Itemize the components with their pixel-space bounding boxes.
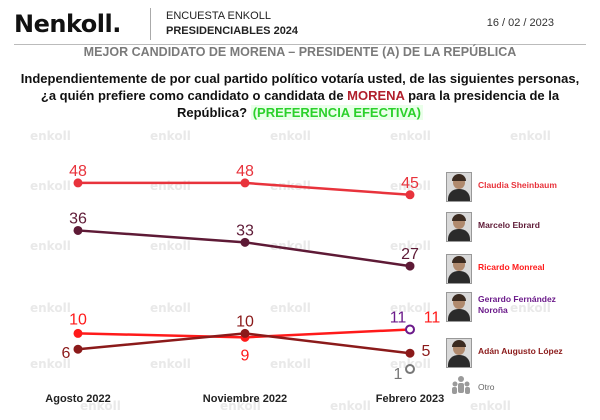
watermark-text: enkoll bbox=[270, 357, 311, 371]
data-label: 5 bbox=[422, 343, 431, 360]
data-point bbox=[405, 190, 415, 200]
data-point bbox=[405, 364, 415, 375]
watermark-text: enkoll bbox=[150, 179, 191, 193]
data-label: 33 bbox=[236, 222, 254, 239]
watermark-text: enkoll bbox=[390, 129, 431, 143]
data-label: 27 bbox=[401, 246, 419, 263]
watermark-text: enkoll bbox=[30, 129, 71, 143]
candidate-photo bbox=[446, 254, 472, 284]
header-rule bbox=[14, 44, 586, 45]
data-point bbox=[405, 261, 415, 271]
watermark-text: enkoll bbox=[510, 301, 551, 315]
x-tick-label: Noviembre 2022 bbox=[203, 393, 287, 405]
legend-label: Gerardo Fernández Noroña bbox=[478, 294, 556, 315]
legend-label: Otro bbox=[478, 382, 495, 392]
question-part-1: Independientemente de por cual partido p… bbox=[20, 71, 580, 103]
watermark-text: enkoll bbox=[390, 179, 431, 193]
legend-item: Ricardo Monreal bbox=[446, 254, 596, 284]
watermark-layer: enkoll enkoll enkoll enkoll enkoll enkoll enko… bbox=[30, 129, 551, 413]
candidate-photo bbox=[446, 292, 472, 322]
watermark-text: enkoll bbox=[470, 399, 511, 413]
watermark-text: enkoll bbox=[390, 239, 431, 253]
watermark-text: enkoll bbox=[30, 301, 71, 315]
watermark-text: enkoll bbox=[150, 301, 191, 315]
watermark-text: enkoll bbox=[150, 239, 191, 253]
data-label: 10 bbox=[69, 311, 87, 328]
watermark-text: enkoll bbox=[30, 179, 71, 193]
watermark-text: enkoll bbox=[30, 239, 71, 253]
chart-subtitle: MEJOR CANDIDATO DE MORENA – PRESIDENTE (… bbox=[83, 45, 517, 59]
question-party: MORENA bbox=[347, 88, 405, 103]
watermark-text: enkoll bbox=[30, 357, 71, 371]
watermark-text: enkoll bbox=[80, 399, 121, 413]
watermark-text: enkoll bbox=[150, 357, 191, 371]
data-point bbox=[73, 178, 83, 188]
data-label: 1 bbox=[394, 366, 403, 383]
x-tick-label: Febrero 2023 bbox=[376, 393, 444, 405]
watermark-text: enkoll bbox=[390, 357, 431, 371]
data-label: 11 bbox=[424, 309, 441, 326]
x-tick-label: Agosto 2022 bbox=[45, 393, 110, 405]
watermark-text: enkoll bbox=[330, 399, 371, 413]
data-point bbox=[73, 225, 83, 235]
data-label: 9 bbox=[241, 347, 250, 364]
value-labels: 48 48 45 36 33 27 10 9 11 11 6 10 5 1 bbox=[62, 163, 441, 383]
watermark-text: enkoll bbox=[270, 301, 311, 315]
watermark-text: enkoll bbox=[270, 129, 311, 143]
watermark-text: enkoll bbox=[220, 399, 261, 413]
legend-label: Marcelo Ebrard bbox=[478, 220, 540, 230]
data-point bbox=[405, 324, 415, 335]
enkoll-logo: Nenkoll. bbox=[14, 10, 121, 38]
data-label: 10 bbox=[236, 313, 254, 330]
data-label: 48 bbox=[236, 163, 254, 180]
data-point bbox=[240, 328, 250, 338]
question-highlight: (PREFERENCIA EFECTIVA) bbox=[250, 105, 423, 120]
data-label: 11 bbox=[390, 309, 407, 326]
watermark-text: enkoll bbox=[390, 301, 431, 315]
survey-line-1: ENCUESTA ENKOLL bbox=[166, 10, 271, 22]
data-label: 48 bbox=[69, 163, 87, 180]
legend-item: Claudia Sheinbaum bbox=[446, 172, 596, 202]
data-label: 45 bbox=[401, 175, 419, 192]
legend-label: Adán Augusto López bbox=[478, 346, 563, 356]
survey-date: 16 / 02 / 2023 bbox=[486, 17, 554, 29]
legend-item: Adán Augusto López bbox=[446, 338, 596, 368]
logo-mark: N bbox=[14, 10, 34, 38]
candidate-photo bbox=[446, 212, 472, 242]
survey-question: Independientemente de por cual partido p… bbox=[18, 70, 582, 121]
candidate-photo bbox=[446, 338, 472, 368]
question-part-2: para la presidencia de la República? bbox=[177, 88, 560, 120]
data-point bbox=[73, 328, 83, 338]
survey-line-2: PRESIDENCIABLES 2024 bbox=[166, 25, 299, 37]
logo-text: enkoll. bbox=[33, 10, 122, 38]
data-point bbox=[73, 344, 83, 354]
data-label: 36 bbox=[69, 210, 87, 227]
series-layer bbox=[73, 178, 415, 375]
watermark-text: enkoll bbox=[150, 129, 191, 143]
data-point bbox=[240, 237, 250, 247]
data-point bbox=[240, 178, 250, 188]
group-icon bbox=[452, 376, 470, 394]
data-label: 6 bbox=[62, 345, 71, 362]
legend-item: Marcelo Ebrard bbox=[446, 212, 596, 242]
x-axis-labels: Agosto 2022 Noviembre 2022 Febrero 2023 bbox=[45, 393, 444, 405]
survey-label: ENCUESTA ENKOLL PRESIDENCIABLES 2024 bbox=[166, 9, 298, 39]
data-point bbox=[405, 348, 415, 358]
legend-item: Otro bbox=[446, 374, 596, 404]
candidate-photo bbox=[446, 172, 472, 202]
header-divider bbox=[150, 8, 151, 40]
legend-label: Ricardo Monreal bbox=[478, 262, 545, 272]
legend-item: Gerardo Fernández Noroña bbox=[446, 292, 596, 322]
watermark-text: enkoll bbox=[510, 129, 551, 143]
legend-label: Claudia Sheinbaum bbox=[478, 180, 557, 190]
